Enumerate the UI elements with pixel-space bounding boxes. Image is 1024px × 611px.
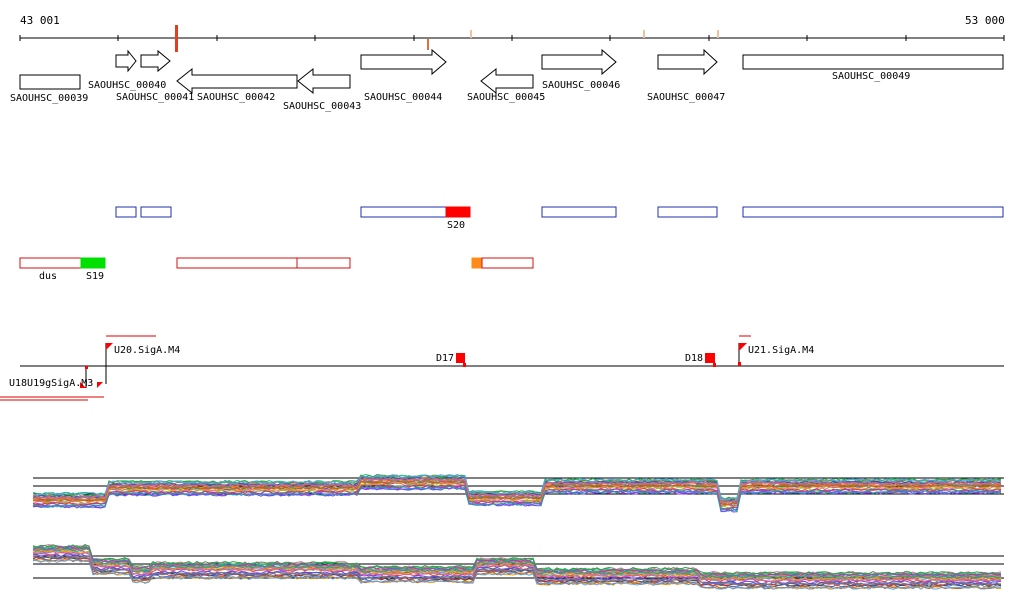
- promoter-marker[interactable]: U18U19gSigA.M3: [0, 366, 104, 401]
- promoter-label: U21.SigA.M4: [748, 345, 814, 356]
- expression-trace: [32, 554, 1002, 586]
- gene-label: SAOUHSC_00044: [364, 92, 442, 103]
- ruler-ticks: [19, 35, 1005, 41]
- blue-segment-track: S20: [115, 206, 1004, 231]
- expression-trace: [32, 554, 1002, 586]
- position-marker: [717, 30, 719, 38]
- gene-label: SAOUHSC_00046: [542, 80, 620, 91]
- gene-label: SAOUHSC_00042: [197, 92, 275, 103]
- gene-label: SAOUHSC_00043: [283, 101, 361, 112]
- segment-box[interactable]: [360, 206, 448, 218]
- segment-box[interactable]: [742, 206, 1004, 218]
- end-coordinate: 53 000: [965, 14, 1005, 27]
- segment-box[interactable]: [657, 206, 718, 218]
- gene-feature[interactable]: SAOUHSC_00039: [10, 74, 88, 104]
- segment-box[interactable]: [115, 206, 137, 218]
- segment-box[interactable]: [19, 257, 82, 269]
- gene-feature[interactable]: SAOUHSC_00044: [360, 48, 447, 103]
- segment-box[interactable]: [481, 257, 534, 269]
- position-marker: [470, 30, 472, 38]
- expression-trace: [32, 486, 1002, 512]
- promoter-marker[interactable]: U20.SigA.M4: [105, 335, 180, 384]
- segment-label: S19: [86, 271, 104, 282]
- segment-label: S20: [447, 220, 465, 231]
- gene-feature[interactable]: SAOUHSC_00046: [541, 48, 620, 91]
- expression-profile-minus-strand: [32, 543, 1004, 590]
- segment-box[interactable]: [541, 206, 617, 218]
- expression-trace: [33, 477, 1002, 503]
- expression-trace: [32, 551, 1002, 582]
- gene-track: SAOUHSC_00039 SAOUHSC_00040 SAOUHSC_0004…: [10, 48, 1004, 112]
- gene-label: SAOUHSC_00045: [467, 92, 545, 103]
- terminator-marker[interactable]: D17: [436, 353, 466, 367]
- expression-trace: [32, 545, 1002, 577]
- expression-trace: [32, 543, 1002, 575]
- expression-trace: [32, 476, 1002, 503]
- promoter-label: U20.SigA.M4: [114, 345, 180, 356]
- gene-label: SAOUHSC_00041: [116, 92, 194, 103]
- expression-trace: [32, 485, 1002, 513]
- expression-trace: [32, 481, 1002, 507]
- segment-box[interactable]: [176, 257, 298, 269]
- promoter-marker[interactable]: U21.SigA.M4: [738, 335, 814, 366]
- segment-highlight[interactable]: [80, 257, 106, 269]
- expression-trace: [32, 484, 1002, 510]
- expression-trace: [32, 474, 1002, 501]
- expression-trace: [32, 558, 1002, 590]
- expression-trace: [32, 551, 1002, 583]
- gene-label: SAOUHSC_00039: [10, 93, 88, 104]
- gene-label: SAOUHSC_00040: [88, 80, 166, 91]
- gene-feature[interactable]: SAOUHSC_00045: [467, 67, 545, 103]
- gene-feature[interactable]: SAOUHSC_00040: [88, 49, 166, 91]
- gene-feature[interactable]: SAOUHSC_00049: [742, 54, 1004, 82]
- segment-box[interactable]: [140, 206, 172, 218]
- expression-trace: [32, 547, 1002, 579]
- red-segment-track: dus S19: [19, 257, 534, 282]
- position-marker: [643, 30, 645, 38]
- promoter-label: U18U19gSigA.M3: [9, 378, 93, 389]
- terminator-marker[interactable]: D18: [685, 353, 716, 367]
- gene-label: SAOUHSC_00049: [832, 71, 910, 82]
- gene-feature[interactable]: SAOUHSC_00042: [176, 67, 298, 103]
- segment-highlight[interactable]: [471, 257, 483, 269]
- segment-box[interactable]: [296, 257, 351, 269]
- gene-feature[interactable]: SAOUHSC_00047: [647, 48, 725, 103]
- start-coordinate: 43 001: [20, 14, 60, 27]
- gene-label: SAOUHSC_00047: [647, 92, 725, 103]
- position-marker: [427, 39, 429, 50]
- coordinate-ruler: 43 001 53 000: [19, 14, 1005, 52]
- terminator-label: D17: [436, 353, 454, 364]
- terminator-label: D18: [685, 353, 703, 364]
- gene-feature[interactable]: SAOUHSC_00041: [116, 49, 194, 103]
- gene-feature[interactable]: SAOUHSC_00043: [283, 67, 361, 112]
- position-marker: [175, 25, 178, 52]
- expression-profile-plus-strand: [32, 473, 1004, 513]
- segment-label: dus: [39, 271, 57, 282]
- segment-highlight[interactable]: [445, 206, 471, 218]
- regulatory-track: U20.SigA.M4 U18U19gSigA.M3 D17 D18: [0, 335, 1004, 401]
